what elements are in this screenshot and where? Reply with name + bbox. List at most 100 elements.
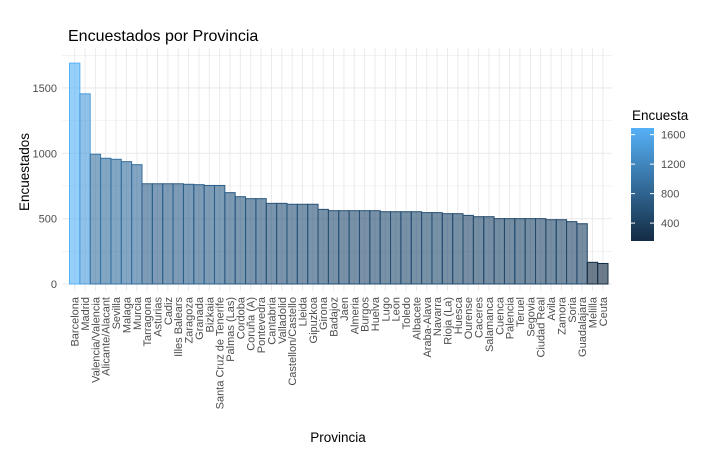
bar-teruel	[514, 218, 526, 285]
x-tick-label: Segovia	[525, 296, 537, 337]
bar-segovia	[524, 218, 537, 285]
x-tick-label: Sevilla	[111, 296, 123, 329]
x-tick-label: Girona	[318, 296, 330, 330]
y-tick-label: 1000	[33, 148, 57, 160]
bar-melilla	[586, 261, 599, 285]
bar-tarragona	[141, 183, 153, 285]
bar-malaga	[120, 161, 133, 285]
legend-tick-label: 1600	[661, 130, 685, 142]
x-tick-label: Burgos	[360, 297, 372, 332]
bar-cadiz	[162, 183, 174, 285]
x-axis-title: Provincia	[310, 430, 366, 445]
x-tick-label: Guadalajara	[577, 296, 589, 357]
x-tick-label: Palencia	[505, 296, 517, 339]
x-tick-label: Madrid	[80, 297, 92, 331]
bar-asturias	[151, 183, 164, 285]
bar-madrid	[79, 93, 91, 285]
x-tick-label: Lugo	[380, 297, 392, 321]
bar-toledo	[400, 211, 412, 285]
x-tick-label: Cordoba	[235, 296, 247, 339]
bar-palmas-las-	[224, 192, 236, 285]
bar-illes-balears	[172, 183, 184, 285]
x-tick-label: Soria	[567, 296, 579, 323]
bar-navarra	[431, 212, 443, 285]
bar-valladolid	[276, 202, 288, 285]
bar-castellon-castello	[286, 203, 298, 285]
bar-cantabria	[265, 202, 278, 285]
x-tick-label: Santa Cruz de Tenerife	[215, 297, 227, 409]
bar-santa-cruz-de-tenerife	[213, 184, 226, 285]
bar-alicante-alacant	[100, 157, 112, 285]
bar-huelva	[369, 210, 381, 285]
bar-badajoz	[327, 210, 340, 285]
bar-valencia-valencia	[89, 153, 102, 285]
x-tick-label: Tarragona	[142, 296, 154, 346]
x-tick-label: Cantabria	[266, 296, 278, 345]
x-tick-label: Rioja (La)	[442, 297, 454, 345]
x-tick-label: Zaragoza	[184, 296, 196, 343]
bar-ciudad-real	[535, 218, 547, 285]
bar-coru-a-a-	[245, 198, 257, 285]
x-tick-label: Valladolid	[277, 297, 289, 344]
x-tick-label: Barcelona	[70, 296, 82, 346]
bar-leon	[390, 211, 402, 285]
x-tick-label: Salamanca	[484, 296, 496, 352]
bar-araba-alava	[421, 212, 433, 285]
bar-bizkaia	[203, 184, 215, 285]
x-tick-label: Huesca	[453, 296, 465, 334]
bar-burgos	[358, 210, 371, 285]
bar-sevilla	[110, 158, 122, 285]
bar-zaragoza	[182, 183, 195, 285]
legend-tick-label: 800	[661, 189, 679, 201]
bar-zamora	[555, 219, 568, 285]
bar-lugo	[379, 211, 392, 285]
bar-ceuta	[597, 262, 609, 285]
legend-tick-label: 1200	[661, 159, 685, 171]
bar-avila	[545, 219, 557, 285]
y-axis-ticks: 0 500 1000 1500	[33, 83, 57, 291]
bar-barcelona	[69, 62, 81, 285]
x-tick-label: Illes Balears	[173, 297, 185, 357]
x-tick-label: Granada	[194, 296, 206, 340]
bar-pontevedra	[255, 198, 267, 285]
y-axis-title: Encuestados	[17, 133, 32, 211]
x-tick-label: Ceuta	[598, 296, 610, 326]
x-tick-label: Araba-Alava	[422, 296, 434, 357]
bar-caceres	[472, 216, 485, 285]
bar-cordoba	[234, 196, 247, 285]
legend-tick-label: 400	[661, 218, 679, 230]
bar-lleida	[296, 203, 309, 285]
x-tick-label: Lleida	[298, 296, 310, 326]
bar-girona	[317, 208, 329, 285]
x-tick-label: Ciudad Real	[536, 297, 548, 358]
bar-gipuzkoa	[307, 203, 319, 285]
legend-colorbar	[631, 128, 654, 241]
x-tick-label: Teruel	[515, 297, 527, 327]
bars	[69, 62, 609, 285]
x-tick-label: Caceres	[474, 297, 486, 338]
bar-rioja-la-	[441, 213, 454, 285]
x-tick-label: Avila	[546, 296, 558, 321]
x-tick-label: Castellon/Castello	[287, 297, 299, 386]
x-tick-label: Murcia	[132, 296, 144, 330]
x-tick-label: Coruña (A)	[246, 297, 258, 351]
legend-ticks: 400 800 1200 1600	[631, 130, 685, 230]
x-tick-label: Bizkaia	[204, 296, 216, 332]
bar-almeria	[348, 210, 360, 285]
x-tick-label: Asturias	[153, 297, 165, 337]
legend: Encuesta 400 800 1200 1600	[631, 108, 689, 241]
x-tick-label: Toledo	[401, 297, 413, 329]
x-tick-label: Melilla	[587, 296, 599, 328]
bar-murcia	[131, 164, 143, 285]
x-tick-label: Cuenca	[494, 296, 506, 335]
x-tick-label: Malaga	[121, 296, 133, 333]
x-tick-label: Albacete	[411, 297, 423, 340]
bar-soria	[566, 221, 578, 285]
y-tick-label: 1500	[33, 83, 57, 95]
y-tick-label: 500	[39, 214, 57, 226]
x-tick-label: Alicante/Alacant	[101, 297, 113, 376]
bar-palencia	[503, 218, 516, 285]
x-tick-label: Almeria	[349, 296, 361, 334]
x-tick-label: Leon	[391, 297, 403, 321]
